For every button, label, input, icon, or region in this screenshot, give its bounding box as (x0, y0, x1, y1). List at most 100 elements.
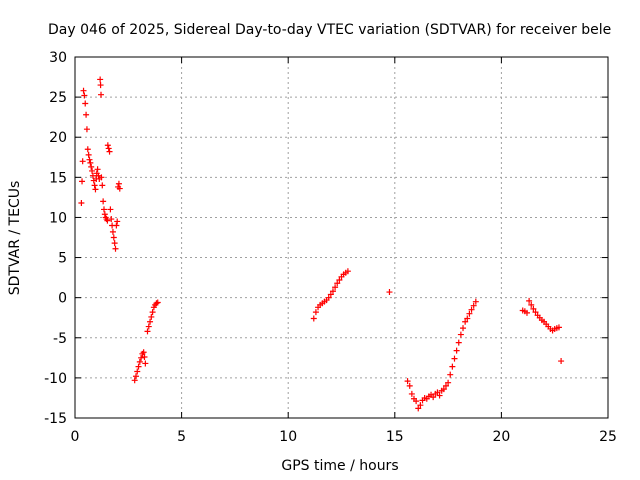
y-tick-label: 5 (58, 251, 67, 267)
data-point-seg-d (131, 377, 138, 384)
data-point-seg-b (100, 198, 107, 205)
data-points (78, 76, 565, 412)
data-point-seg-j (528, 301, 535, 308)
data-point-seg-a (84, 146, 91, 153)
data-point-seg-i (460, 325, 467, 332)
data-point-seg-a (83, 126, 90, 133)
data-point-seg-a (86, 156, 93, 163)
data-point-seg-d (138, 354, 145, 361)
data-point-seg-h (442, 382, 449, 389)
plot-frame (74, 56, 609, 419)
data-point-seg-e (144, 328, 151, 335)
y-tick-label: -10 (44, 371, 67, 387)
data-point-seg-i (468, 306, 475, 313)
data-point-seg-f (312, 309, 319, 316)
data-point-seg-c (116, 185, 123, 192)
data-point-seg-j (526, 297, 533, 304)
y-tick-label: -15 (44, 411, 67, 427)
data-point-seg-a (91, 182, 98, 189)
data-point-seg-e (148, 313, 155, 320)
y-tick-label: 20 (49, 130, 67, 146)
x-tick-label: 25 (599, 429, 617, 445)
data-point-seg-i (455, 339, 462, 346)
data-point-seg-a (87, 159, 94, 166)
data-point-seg-h (404, 378, 411, 385)
data-point-seg-h (417, 402, 424, 409)
data-point-seg-h (434, 389, 441, 396)
data-point-seg-g (386, 289, 393, 296)
data-point-seg-i (447, 371, 454, 378)
data-point-seg-b (97, 76, 104, 83)
data-point-seg-j (555, 324, 562, 331)
data-point-seg-d (132, 373, 139, 380)
data-point-seg-j (558, 358, 565, 365)
x-axis-title: GPS time / hours (281, 458, 398, 474)
data-point-seg-c (114, 218, 121, 225)
y-tick-labels: -15 -10 -5 0 5 10 15 20 25 30 (44, 50, 67, 427)
x-tick-labels: 0 5 10 15 20 25 (71, 429, 617, 445)
data-point-seg-i (472, 298, 479, 305)
data-point-seg-c (106, 148, 113, 155)
data-point-seg-i (457, 331, 464, 338)
data-point-seg-f (336, 277, 343, 284)
data-point-seg-h (413, 398, 420, 405)
data-point-seg-e (153, 300, 160, 307)
data-point-seg-c (104, 142, 111, 149)
data-point-seg-h (430, 394, 437, 401)
data-point-seg-e (147, 318, 154, 325)
data-point-seg-f (344, 268, 351, 275)
data-point-seg-b (100, 206, 107, 213)
data-point-seg-c (112, 245, 119, 252)
data-point-seg-h (406, 382, 413, 389)
data-point-seg-e (154, 299, 161, 306)
data-point-seg-b (97, 82, 104, 89)
x-tick-label: 5 (177, 429, 186, 445)
data-point-seg-a (80, 87, 87, 94)
data-point-seg-a (81, 92, 88, 99)
data-point-seg-d (136, 358, 143, 365)
data-point-seg-d (141, 354, 148, 361)
data-point-seg-i (451, 355, 458, 362)
data-point-seg-c (105, 145, 112, 152)
y-tick-label: 15 (49, 170, 67, 186)
y-tick-label: 0 (58, 291, 67, 307)
axis-ticks (74, 56, 609, 419)
data-point-seg-b (98, 174, 105, 181)
data-point-seg-c (108, 216, 115, 223)
y-tick-label: 10 (49, 210, 67, 226)
data-point-seg-a (79, 178, 86, 185)
data-point-seg-i (466, 310, 473, 317)
data-point-seg-a (82, 100, 89, 107)
grid-lines (75, 57, 608, 418)
x-tick-label: 0 (71, 429, 80, 445)
data-point-seg-c (110, 234, 117, 241)
data-point-seg-b (101, 211, 108, 218)
data-point-seg-h (445, 379, 452, 386)
x-tick-label: 20 (492, 429, 510, 445)
data-point-seg-a (83, 111, 90, 118)
data-point-seg-d (135, 363, 142, 370)
data-point-seg-d (140, 349, 147, 356)
data-point-seg-f (334, 280, 341, 287)
data-point-seg-a (92, 186, 99, 193)
data-point-seg-e (145, 323, 152, 330)
data-point-seg-f (310, 315, 317, 322)
data-point-seg-b (94, 166, 101, 173)
y-tick-label: 25 (49, 90, 67, 106)
data-point-seg-b (99, 182, 106, 189)
data-point-seg-f (325, 294, 332, 301)
data-point-seg-j (532, 309, 539, 316)
data-point-seg-b (104, 217, 111, 224)
x-tick-label: 10 (279, 429, 297, 445)
data-point-seg-a (79, 158, 86, 165)
data-point-seg-h (436, 392, 443, 399)
data-point-seg-a (85, 151, 92, 158)
data-point-seg-f (329, 288, 336, 295)
data-point-seg-i (464, 315, 471, 322)
data-point-seg-h (440, 386, 447, 393)
data-point-seg-c (115, 180, 122, 187)
data-point-seg-c (107, 206, 114, 213)
data-point-seg-b (98, 91, 105, 98)
x-tick-label: 15 (386, 429, 404, 445)
